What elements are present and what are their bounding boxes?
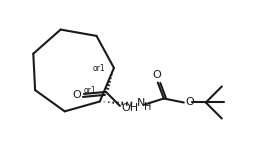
Text: O: O	[73, 90, 81, 100]
Text: OH: OH	[121, 103, 139, 113]
Text: or1: or1	[93, 64, 105, 73]
Text: H: H	[144, 102, 151, 113]
Text: O: O	[152, 71, 161, 81]
Text: N: N	[137, 98, 145, 109]
Text: or1: or1	[84, 86, 96, 95]
Text: O: O	[185, 97, 194, 108]
